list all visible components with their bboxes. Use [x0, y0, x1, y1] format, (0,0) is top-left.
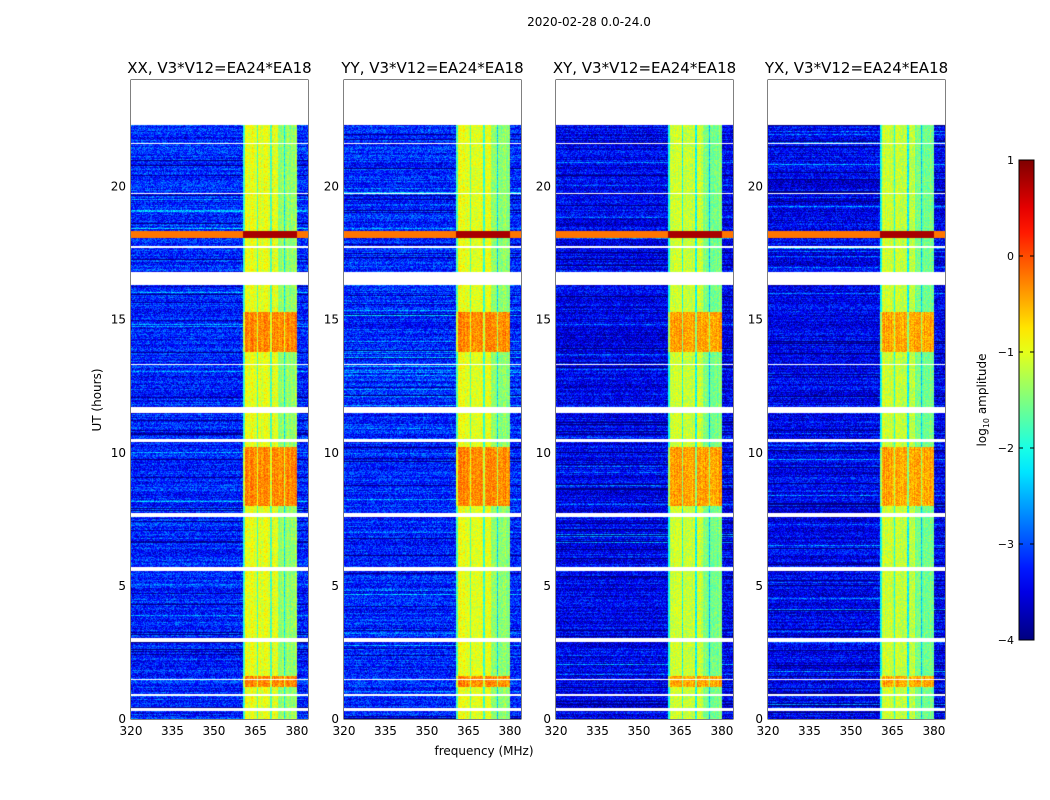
y-tick-label: 5 — [118, 579, 126, 593]
y-tick-label: 20 — [536, 180, 551, 194]
x-tick-label: 350 — [628, 724, 651, 738]
y-tick-label: 0 — [755, 712, 763, 726]
spectrogram-heatmap — [131, 80, 308, 719]
y-axis-label: UT (hours) — [90, 368, 104, 431]
x-tick-label: 380 — [285, 724, 308, 738]
panel-title: YX, V3*V12=EA24*EA18 — [764, 59, 948, 77]
x-tick-label: 320 — [545, 724, 568, 738]
suptitle: 2020-02-28 0.0-24.0 — [527, 15, 651, 29]
x-tick-label: 335 — [161, 724, 184, 738]
y-tick-label: 20 — [748, 180, 763, 194]
y-tick-label: 0 — [118, 712, 126, 726]
x-tick-label: 350 — [840, 724, 863, 738]
colorbar-tick-label: 0 — [1007, 250, 1014, 263]
x-tick-label: 335 — [586, 724, 609, 738]
x-tick-label: 320 — [333, 724, 356, 738]
y-tick-label: 10 — [111, 446, 126, 460]
y-tick-label: 5 — [543, 579, 551, 593]
colorbar-tick-label: −1 — [998, 346, 1014, 359]
x-tick-label: 365 — [244, 724, 267, 738]
x-tick-label: 320 — [120, 724, 143, 738]
x-tick-label: 365 — [881, 724, 904, 738]
colorbar-label: log10 amplitude — [975, 354, 991, 447]
y-tick-label: 5 — [755, 579, 763, 593]
spectrogram-heatmap — [556, 80, 733, 719]
spectrogram-heatmap — [344, 80, 521, 719]
x-tick-label: 380 — [710, 724, 733, 738]
x-tick-label: 320 — [757, 724, 780, 738]
y-tick-label: 15 — [536, 313, 551, 327]
colorbar: 1 0 −1 −2 −3 −4 — [998, 154, 1035, 647]
y-tick-label: 10 — [324, 446, 339, 460]
x-tick-label: 335 — [374, 724, 397, 738]
panel-title: XX, V3*V12=EA24*EA18 — [127, 59, 311, 77]
panel-title: XY, V3*V12=EA24*EA18 — [553, 59, 736, 77]
y-tick-label: 15 — [111, 313, 126, 327]
colorbar-tick-label: −4 — [998, 634, 1014, 647]
y-tick-label: 0 — [543, 712, 551, 726]
x-tick-label: 350 — [203, 724, 226, 738]
colorbar-tick-label: 1 — [1007, 154, 1014, 167]
y-tick-label: 20 — [111, 180, 126, 194]
panel-3: YX, V3*V12=EA24*EA18 320 335 350 365 380 0 5 10 1… — [748, 59, 948, 738]
x-tick-label: 335 — [798, 724, 821, 738]
y-tick-label: 15 — [748, 313, 763, 327]
panel-title: YY, V3*V12=EA24*EA18 — [340, 59, 523, 77]
colorbar-tick-label: −2 — [998, 442, 1014, 455]
x-tick-label: 350 — [416, 724, 439, 738]
x-axis-label: frequency (MHz) — [434, 744, 533, 758]
x-tick-label: 365 — [669, 724, 692, 738]
colorbar-gradient — [1018, 159, 1035, 641]
x-tick-label: 380 — [922, 724, 945, 738]
colorbar-tick-label: −3 — [998, 538, 1014, 551]
y-tick-label: 0 — [331, 712, 339, 726]
y-tick-label: 10 — [748, 446, 763, 460]
spectrogram-heatmap — [768, 80, 945, 719]
y-tick-label: 10 — [536, 446, 551, 460]
y-tick-label: 15 — [324, 313, 339, 327]
y-tick-label: 20 — [324, 180, 339, 194]
y-tick-label: 5 — [331, 579, 339, 593]
x-tick-label: 380 — [498, 724, 521, 738]
x-tick-label: 365 — [457, 724, 480, 738]
